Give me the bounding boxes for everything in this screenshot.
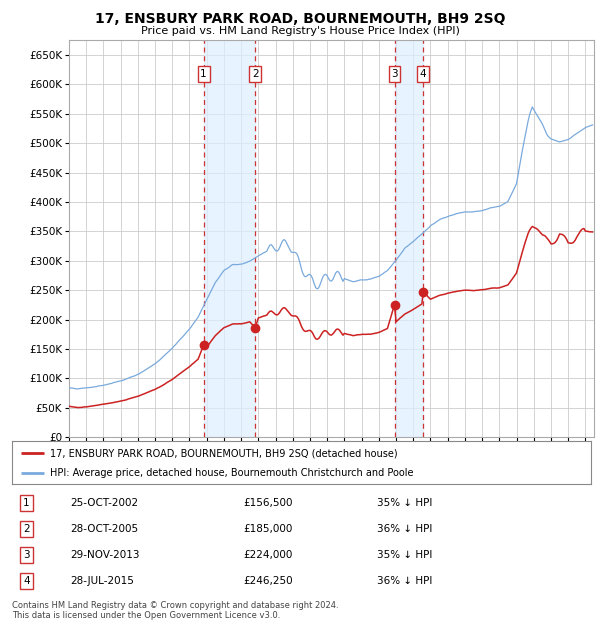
Text: 17, ENSBURY PARK ROAD, BOURNEMOUTH, BH9 2SQ: 17, ENSBURY PARK ROAD, BOURNEMOUTH, BH9 … [95, 12, 505, 27]
Text: 28-OCT-2005: 28-OCT-2005 [70, 524, 138, 534]
Text: 35% ↓ HPI: 35% ↓ HPI [377, 550, 432, 560]
Text: 36% ↓ HPI: 36% ↓ HPI [377, 524, 432, 534]
Text: Price paid vs. HM Land Registry's House Price Index (HPI): Price paid vs. HM Land Registry's House … [140, 26, 460, 36]
Bar [203, 40, 255, 437]
Text: 35% ↓ HPI: 35% ↓ HPI [377, 498, 432, 508]
Text: 1: 1 [200, 69, 207, 79]
Text: 2: 2 [23, 524, 30, 534]
Text: 29-NOV-2013: 29-NOV-2013 [70, 550, 139, 560]
Text: Contains HM Land Registry data © Crown copyright and database right 2024.: Contains HM Land Registry data © Crown c… [12, 601, 338, 611]
Text: HPI: Average price, detached house, Bournemouth Christchurch and Poole: HPI: Average price, detached house, Bour… [50, 468, 413, 478]
Text: £246,250: £246,250 [244, 576, 293, 586]
Text: 36% ↓ HPI: 36% ↓ HPI [377, 576, 432, 586]
Text: 4: 4 [23, 576, 30, 586]
Text: This data is licensed under the Open Government Licence v3.0.: This data is licensed under the Open Gov… [12, 611, 280, 620]
Text: £224,000: £224,000 [244, 550, 293, 560]
Text: 3: 3 [391, 69, 398, 79]
Bar [395, 40, 423, 437]
Text: 25-OCT-2002: 25-OCT-2002 [70, 498, 138, 508]
Text: 17, ENSBURY PARK ROAD, BOURNEMOUTH, BH9 2SQ (detached house): 17, ENSBURY PARK ROAD, BOURNEMOUTH, BH9 … [50, 448, 397, 458]
Text: 1: 1 [23, 498, 30, 508]
Text: £156,500: £156,500 [244, 498, 293, 508]
Text: 3: 3 [23, 550, 30, 560]
Text: 2: 2 [252, 69, 259, 79]
Text: 28-JUL-2015: 28-JUL-2015 [70, 576, 134, 586]
Text: 4: 4 [420, 69, 427, 79]
Text: £185,000: £185,000 [244, 524, 293, 534]
